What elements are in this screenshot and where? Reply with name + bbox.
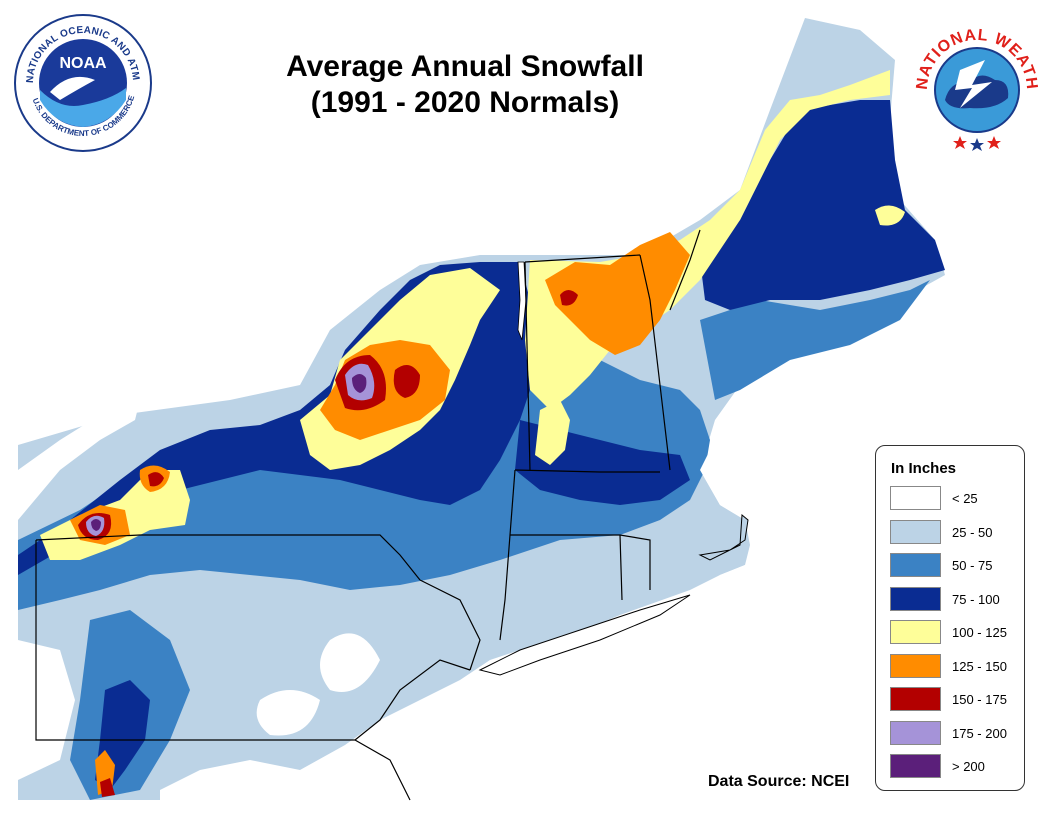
legend-item: 125 - 150 [890,653,1020,680]
legend-swatch [890,586,941,611]
lake-erie [18,400,140,520]
legend-item: 150 - 175 [890,687,1020,713]
legend-item: 75 - 100 [890,586,1020,613]
long-island [478,594,691,676]
page-title: Average Annual Snowfall [286,50,644,83]
legend-item: > 200 [890,754,1020,780]
star-icon [953,136,1001,151]
legend-label: 125 - 150 [952,658,1007,674]
area-150-175-erie2 [148,472,164,487]
legend-swatch [890,620,941,644]
noaa-name: NOAA [59,55,107,72]
legend-label: 100 - 125 [952,625,1007,640]
legend-label: < 25 [952,491,978,506]
lake-ontario [130,215,420,360]
page-subtitle: (1991 - 2020 Normals) [310,86,620,119]
area-50-75-maine [700,280,930,400]
legend-label: > 200 [952,759,985,774]
legend-title: In Inches [891,460,957,477]
legend-swatch [890,754,941,778]
legend-swatch [890,720,941,745]
legend-label: 175 - 200 [952,725,1007,741]
lake-champlain [517,261,527,341]
area-150-175-tughill2 [393,365,420,398]
area-over-200-erie [91,519,101,531]
area-75-100-maine [700,100,945,310]
area-100-125-vt [535,400,570,465]
data-source-label: Data Source: NCEI [708,773,850,790]
ocean [300,560,1056,816]
area-under-25-pa2 [256,690,320,736]
legend-swatch [890,553,941,577]
legend-label: 50 - 75 [952,558,993,573]
legend-swatch [890,687,941,711]
legend: In Inches < 25 25 - 50 50 - 75 75 - 100 100 … [875,445,1025,791]
area-under-25-pa [320,633,380,692]
legend-item: 100 - 125 [890,620,1020,646]
legend-swatch [890,486,941,510]
legend-item: 50 - 75 [890,553,1020,579]
area-100-125-me [875,205,905,226]
legend-label: 150 - 175 [952,692,1007,707]
legend-item: < 25 [890,486,1020,512]
area-under-25-west [18,640,75,780]
legend-item: 175 - 200 [890,720,1020,747]
area-150-175-adk [560,290,578,306]
area-150-175-south [100,778,115,797]
area-over-200 [352,374,367,393]
cape-cod [698,513,749,561]
legend-swatch [890,519,941,544]
noaa-logo: NATIONAL OCEANIC AND ATMOSPHERIC ADMINIS… [0,0,152,152]
legend-swatch [890,653,941,678]
state-borders [35,229,701,801]
legend-item: 25 - 50 [890,519,1020,546]
legend-label: 25 - 50 [952,524,993,540]
area-125-150-adk [545,232,690,355]
legend-label: 75 - 100 [952,591,1000,607]
